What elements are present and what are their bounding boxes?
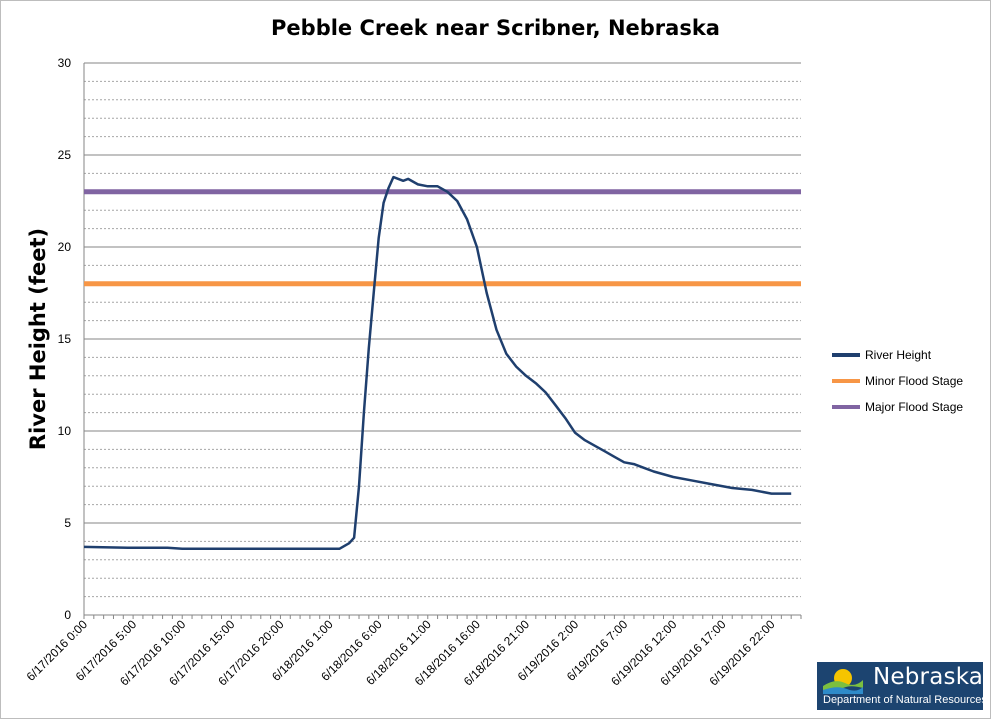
y-tick-label: 25	[58, 148, 72, 162]
legend-label: Minor Flood Stage	[865, 374, 964, 388]
y-tick-label: 15	[58, 332, 72, 346]
logo-subtitle: Department of Natural Resources	[823, 694, 987, 706]
legend: River Height Minor Flood Stage Major Flo…	[832, 346, 987, 424]
legend-swatch-river-height	[832, 353, 860, 357]
legend-swatch-minor-flood-stage	[832, 379, 860, 383]
y-tick-label: 5	[64, 516, 71, 530]
legend-item-river-height: River Height	[832, 346, 987, 372]
legend-item-minor-flood-stage: Minor Flood Stage	[832, 372, 987, 398]
legend-label: Major Flood Stage	[865, 400, 964, 414]
legend-label: River Height	[865, 348, 932, 362]
chart-title: Pebble Creek near Scribner, Nebraska	[271, 16, 720, 40]
nebraska-dnr-logo: Nebraska Department of Natural Resources	[817, 662, 987, 710]
y-tick-label: 10	[58, 424, 72, 438]
logo-name: Nebraska	[873, 664, 984, 690]
y-tick-label: 30	[58, 56, 72, 70]
legend-item-major-flood-stage: Major Flood Stage	[832, 398, 987, 424]
y-tick-label: 20	[58, 240, 72, 254]
river-height-line	[83, 175, 792, 551]
landscape-sun-icon	[823, 669, 863, 694]
legend-swatch-major-flood-stage	[832, 405, 860, 409]
y-tick-label: 0	[64, 608, 71, 622]
